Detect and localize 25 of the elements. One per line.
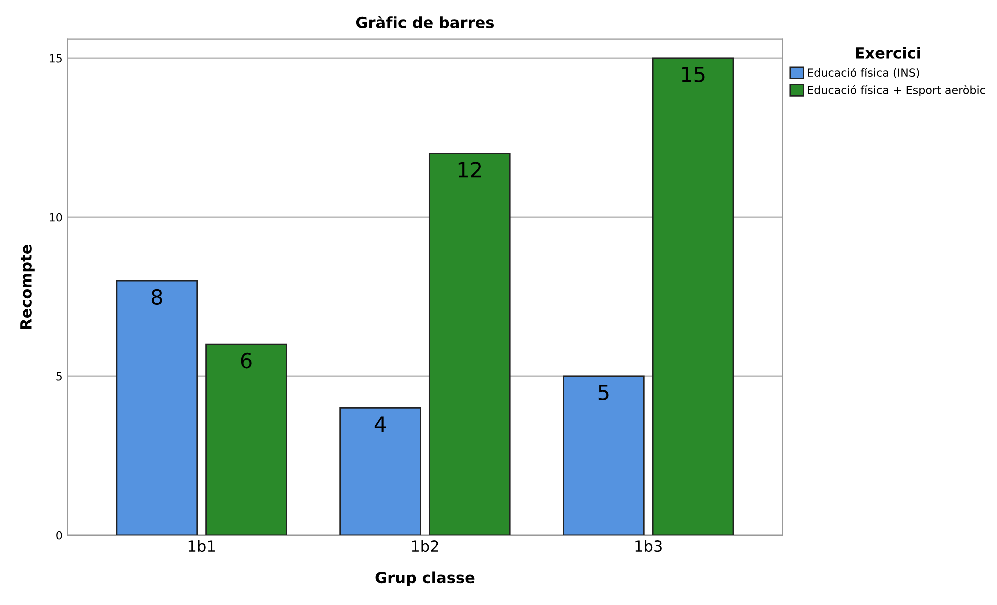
x-axis-title: Grup classe [376,572,475,587]
data-label: 15 [682,66,705,82]
y-tick-label: 10 [50,213,62,222]
legend-label: Educació física (INS) [808,68,920,78]
bar [340,408,422,536]
bar [206,344,288,536]
bar [116,280,198,536]
y-axis-title: Recompte [20,245,35,330]
bar [652,58,734,536]
x-tick-label: 1b1 [188,540,215,552]
y-tick-label: 5 [56,372,62,381]
bar [563,376,645,536]
legend-title: Exercici [856,47,920,59]
y-tick-label: 0 [56,531,62,540]
data-label: 6 [241,352,252,369]
data-label: 5 [598,385,609,400]
bar [428,153,511,536]
data-label: 12 [458,162,482,178]
legend-label: Educació física + Esport aeròbic [808,85,986,97]
x-tick-label: 1b3 [636,540,662,552]
data-label: 4 [374,416,386,432]
data-label: 8 [152,289,162,306]
y-tick-label: 15 [50,54,62,63]
x-tick-label: 1b2 [412,540,438,552]
chart-title: Gràfic de barres [356,16,494,28]
